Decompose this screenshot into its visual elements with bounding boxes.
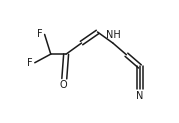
Text: O: O <box>60 80 67 91</box>
Text: F: F <box>27 58 33 68</box>
Text: N: N <box>136 91 144 101</box>
Text: F: F <box>37 29 42 39</box>
Text: NH: NH <box>106 30 121 40</box>
